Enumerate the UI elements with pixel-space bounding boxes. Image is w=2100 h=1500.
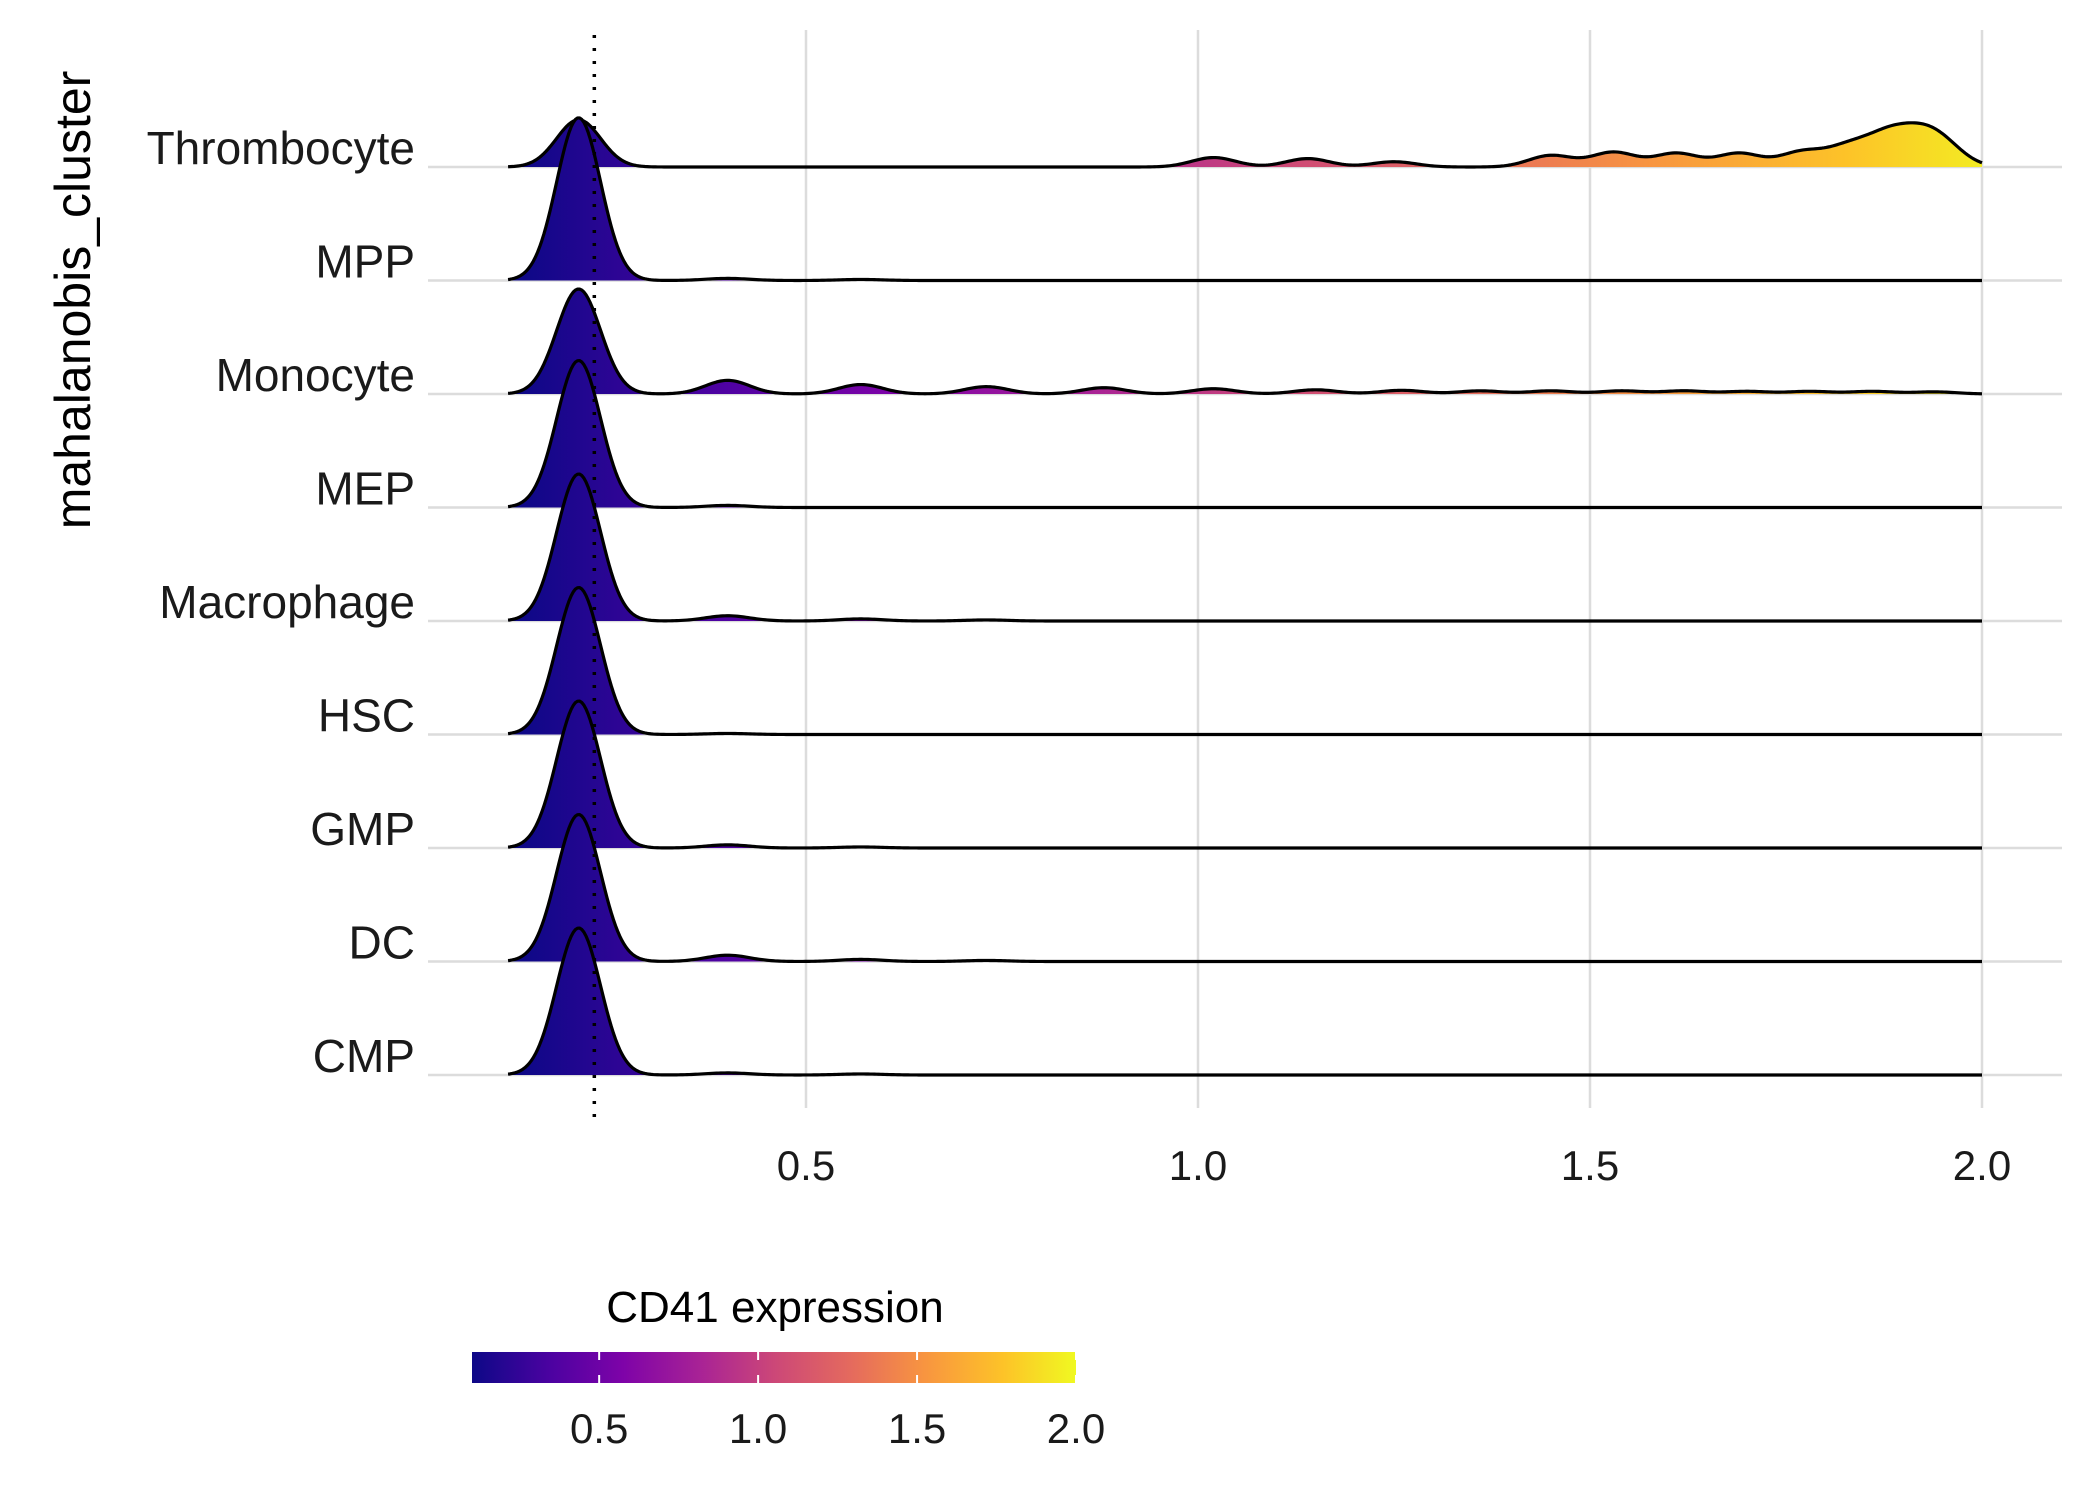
- legend-title: CD41 expression: [606, 1283, 944, 1332]
- ridge-outline-mep: [507, 359, 1982, 510]
- ridge-fill-dc: [508, 814, 1983, 962]
- ridge-outline-cmp: [507, 926, 1982, 1077]
- ridge-outline-dc: [507, 813, 1982, 964]
- x-tick-label-0: 0.5: [777, 1142, 835, 1189]
- ridge-outline-gmp: [507, 699, 1982, 850]
- legend-tick-label-3: 2.0: [1047, 1405, 1105, 1452]
- ridge-mpp: [507, 116, 1983, 283]
- ridge-mep: [507, 359, 1983, 510]
- x-tick-labels: 0.5 1.0 1.5 2.0: [777, 1142, 2011, 1189]
- ridge-outline-hsc: [507, 586, 1982, 737]
- ridge-outline-mpp: [507, 116, 1982, 283]
- ridge-hsc: [507, 586, 1983, 737]
- ridge-outline-monocyte: [507, 287, 1983, 396]
- category-label-thrombocyte: Thrombocyte: [147, 122, 415, 174]
- category-label-dc: DC: [349, 917, 415, 969]
- category-labels: CMP DC GMP HSC Macrophage MEP Monocyte MPP Throm…: [147, 122, 415, 1082]
- ridge-fill-cmp: [508, 928, 1983, 1075]
- ridge-macrophage: [507, 472, 1983, 623]
- category-label-monocyte: Monocyte: [216, 349, 415, 401]
- legend-colorbar: [472, 1352, 1076, 1383]
- ridge-gmp: [507, 699, 1983, 850]
- ridge-fill-monocyte: [508, 289, 1983, 394]
- category-label-cmp: CMP: [313, 1030, 415, 1082]
- legend-tick-label-1: 1.0: [729, 1405, 787, 1452]
- category-label-mpp: MPP: [315, 236, 415, 288]
- category-label-macrophage: Macrophage: [159, 576, 415, 628]
- legend-ticks: 0.5 1.0 1.5 2.0: [570, 1352, 1105, 1452]
- x-tick-label-2: 1.5: [1561, 1142, 1619, 1189]
- ridge-cmp: [507, 926, 1983, 1077]
- legend-tick-label-2: 1.5: [888, 1405, 946, 1452]
- ridge-dc: [507, 813, 1983, 964]
- ridge-outline-macrophage: [507, 472, 1982, 623]
- ridge-fill-hsc: [508, 587, 1983, 735]
- ridge-outline-thrombocyte: [508, 118, 1983, 169]
- ridge-fill-macrophage: [508, 474, 1983, 621]
- ridge-fill-mpp: [508, 117, 1983, 281]
- color-legend: CD41 expression 0.5 1.0 1.5 2.0: [472, 1283, 1105, 1452]
- y-axis-title: mahalanobis_cluster: [45, 71, 101, 530]
- ridges: [507, 116, 1983, 1077]
- category-label-mep: MEP: [315, 463, 415, 515]
- category-label-gmp: GMP: [310, 803, 415, 855]
- ridge-monocyte: [507, 287, 1983, 396]
- gridlines: [428, 30, 2062, 1108]
- category-label-hsc: HSC: [318, 690, 415, 742]
- x-tick-label-1: 1.0: [1169, 1142, 1227, 1189]
- x-tick-label-3: 2.0: [1953, 1142, 2011, 1189]
- ridge-fill-thrombocyte: [508, 119, 1983, 167]
- ridge-thrombocyte: [508, 118, 1983, 169]
- legend-tick-label-0: 0.5: [570, 1405, 628, 1452]
- ridge-fill-gmp: [508, 701, 1983, 848]
